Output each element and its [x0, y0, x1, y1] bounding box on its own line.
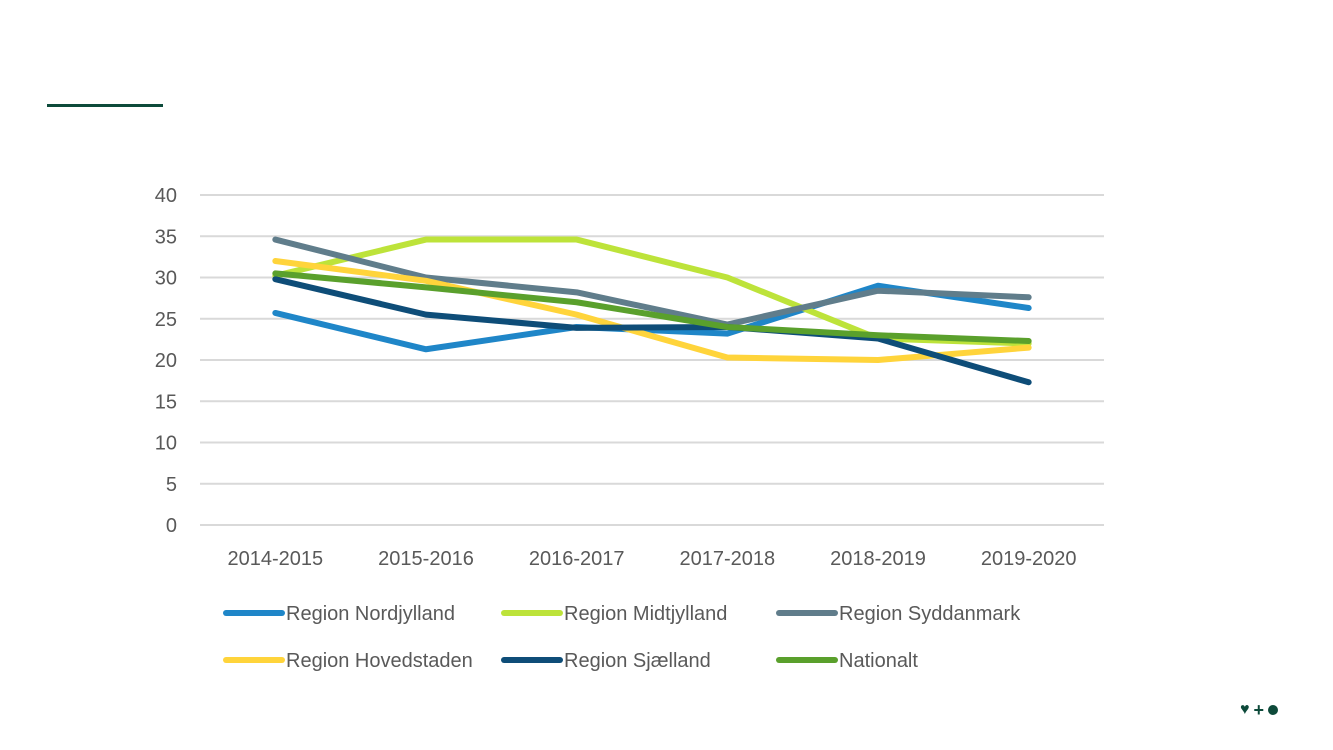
- y-tick-label: 20: [155, 350, 177, 372]
- legend-item: Region Hovedstaden: [223, 650, 473, 672]
- legend-item: Region Midtjylland: [501, 603, 727, 625]
- x-axis-ticks: 2014-2015 2015-2016 2016-2017 2017-2018 2018…: [228, 548, 1077, 570]
- legend-item: Nationalt: [776, 650, 918, 672]
- series-line-4: [272, 276, 1032, 386]
- legend-label: Nationalt: [839, 650, 918, 672]
- series-lines: [272, 236, 1032, 386]
- y-tick-label: 40: [155, 185, 177, 207]
- x-tick-label: 2017-2018: [680, 548, 776, 570]
- series-line-3: [272, 258, 1032, 363]
- legend-label: Region Hovedstaden: [286, 650, 473, 672]
- y-tick-label: 30: [155, 268, 177, 290]
- y-tick-label: 0: [166, 515, 177, 537]
- x-tick-label: 2019-2020: [981, 548, 1077, 570]
- y-tick-label: 35: [155, 226, 177, 248]
- plus-icon: +: [1253, 700, 1265, 720]
- legend-label: Region Midtjylland: [564, 603, 727, 625]
- y-tick-label: 10: [155, 433, 177, 455]
- series-line-1: [272, 236, 1032, 347]
- y-axis-ticks: 0 5 10 15 20 25 30 35 40: [155, 185, 177, 537]
- gridlines: [200, 194, 1104, 526]
- series-line-5: [272, 270, 1032, 345]
- y-tick-label: 25: [155, 309, 177, 331]
- legend-label: Region Nordjylland: [286, 603, 455, 625]
- title-underline: [47, 104, 163, 107]
- legend-item: Region Nordjylland: [223, 603, 455, 625]
- brand-logo: ♥ +: [1240, 700, 1288, 720]
- legend-label: Region Sjælland: [564, 650, 711, 672]
- y-tick-label: 15: [155, 391, 177, 413]
- legend-label: Region Syddanmark: [839, 603, 1021, 625]
- legend: Region Nordjylland Region Midtjylland Regi…: [223, 603, 1021, 672]
- legend-item: Region Syddanmark: [776, 603, 1021, 625]
- x-tick-label: 2014-2015: [228, 548, 324, 570]
- x-tick-label: 2015-2016: [378, 548, 474, 570]
- x-tick-label: 2016-2017: [529, 548, 625, 570]
- x-tick-label: 2018-2019: [830, 548, 926, 570]
- series-line-2: [272, 236, 1032, 328]
- heart-icon: ♥: [1240, 701, 1250, 718]
- y-tick-label: 5: [166, 474, 177, 496]
- circle-icon: [1268, 705, 1279, 715]
- legend-item: Region Sjælland: [501, 650, 711, 672]
